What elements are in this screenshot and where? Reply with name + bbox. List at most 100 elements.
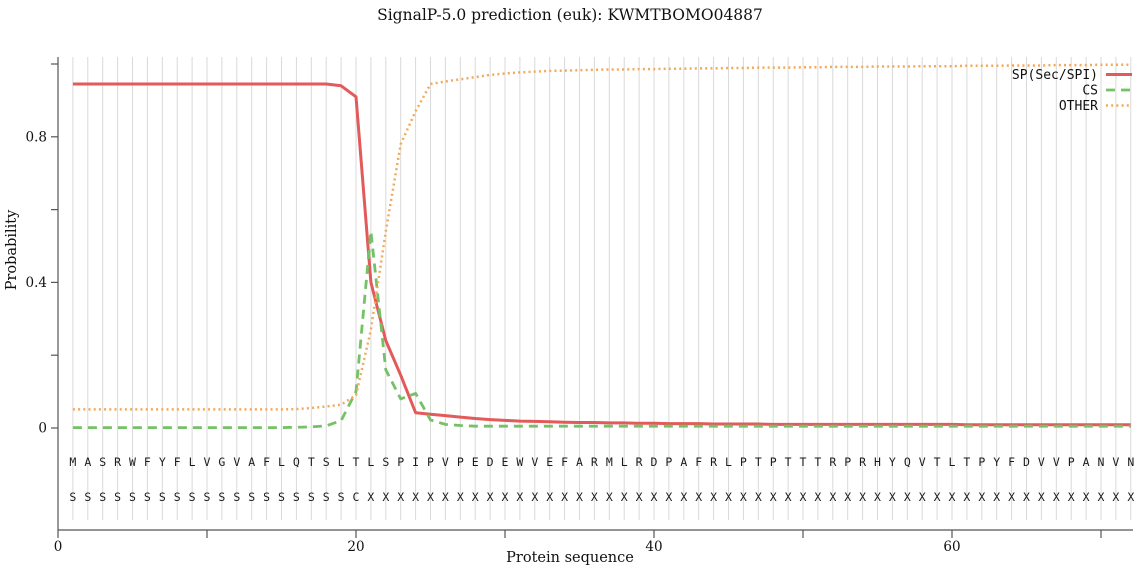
sequence-letter: D xyxy=(1023,455,1030,469)
sequence-letter: F xyxy=(561,455,568,469)
sequence-letter: N xyxy=(1127,455,1134,469)
annotation-letter: X xyxy=(919,490,926,504)
annotation-letter: S xyxy=(233,490,240,504)
annotation-letter: X xyxy=(770,490,777,504)
x-axis-label: Protein sequence xyxy=(506,550,634,566)
sequence-letter: A xyxy=(248,455,255,469)
sequence-letter: E xyxy=(546,455,553,469)
sequence-letter: E xyxy=(472,455,479,469)
sequence-letter: P xyxy=(770,455,777,469)
curve-layer xyxy=(72,63,1131,430)
annotation-letter: X xyxy=(472,490,479,504)
annotation-letter: X xyxy=(546,490,553,504)
annotation-letter: X xyxy=(978,490,985,504)
sequence-letter: L xyxy=(278,455,285,469)
annotation-letter: X xyxy=(1112,490,1119,504)
sp-sec-spi-line xyxy=(72,82,1131,427)
sequence-letter: Q xyxy=(904,455,911,469)
annotation-letter: X xyxy=(785,490,792,504)
sequence-letter: A xyxy=(576,455,583,469)
x-tick-label: 20 xyxy=(347,539,364,555)
annotation-letter: X xyxy=(576,490,583,504)
sequence-letter: L xyxy=(189,455,196,469)
annotation-letter: X xyxy=(502,490,509,504)
sequence-letter: F xyxy=(695,455,702,469)
annotation-letter: X xyxy=(516,490,523,504)
annotation-letter: S xyxy=(114,490,121,504)
sequence-letter: L xyxy=(621,455,628,469)
annotation-letter: X xyxy=(367,490,374,504)
gridline-layer xyxy=(72,57,1132,520)
annotation-letter: X xyxy=(606,490,613,504)
sequence-letter: V xyxy=(442,455,449,469)
annotation-letter: S xyxy=(174,490,181,504)
sequence-letter: G xyxy=(218,455,225,469)
annotation-letter: X xyxy=(1038,490,1045,504)
sequence-letter: T xyxy=(353,455,360,469)
sequence-letter: P xyxy=(665,455,672,469)
annotation-letter: X xyxy=(1008,490,1015,504)
sequence-letter: N xyxy=(1098,455,1105,469)
annotation-letter: X xyxy=(1098,490,1105,504)
cs-line xyxy=(72,229,1131,430)
annotation-letter: C xyxy=(353,490,360,504)
legend-label-other: OTHER xyxy=(1059,99,1098,114)
annotation-letter: X xyxy=(680,490,687,504)
sequence-letter: T xyxy=(755,455,762,469)
sequence-letter: W xyxy=(516,455,523,469)
sequence-letter: P xyxy=(457,455,464,469)
sequence-letter: Y xyxy=(993,455,1000,469)
y-axis-label: Probability xyxy=(4,209,20,290)
sequence-letter: A xyxy=(680,455,687,469)
annotation-letter: X xyxy=(829,490,836,504)
legend-label-cs: CS xyxy=(1082,84,1098,99)
annotation-letter: X xyxy=(844,490,851,504)
sequence-letter: A xyxy=(84,455,91,469)
annotation-letter: X xyxy=(427,490,434,504)
annotation-letter: X xyxy=(963,490,970,504)
sequence-letter: W xyxy=(129,455,136,469)
sequence-letter: P xyxy=(397,455,404,469)
annotation-letter: X xyxy=(651,490,658,504)
annotation-letter: X xyxy=(1083,490,1090,504)
annotation-letter: X xyxy=(710,490,717,504)
annotation-letter: X xyxy=(889,490,896,504)
sequence-letter: R xyxy=(859,455,866,469)
annotation-letter: X xyxy=(949,490,956,504)
annotation-letter: X xyxy=(814,490,821,504)
sequence-letter: I xyxy=(412,455,419,469)
sequence-letter: P xyxy=(844,455,851,469)
annotation-letter: X xyxy=(859,490,866,504)
annotation-letter: S xyxy=(278,490,285,504)
sequence-letter: T xyxy=(814,455,821,469)
sequence-letter: V xyxy=(233,455,240,469)
axis-layer: 0 0.4 0.8 0 20 40 60 xyxy=(26,57,1133,555)
sequence-letter: S xyxy=(99,455,106,469)
sequence-letter: F xyxy=(1008,455,1015,469)
annotation-letter: S xyxy=(323,490,330,504)
sequence-letter: Q xyxy=(293,455,300,469)
legend-label-sp: SP(Sec/SPI) xyxy=(1012,68,1098,83)
sequence-letter: A xyxy=(1083,455,1090,469)
annotation-letter: X xyxy=(1068,490,1075,504)
annotation-letter: X xyxy=(487,490,494,504)
annotation-letter: X xyxy=(695,490,702,504)
annotation-letter: X xyxy=(1053,490,1060,504)
sequence-letter: P xyxy=(978,455,985,469)
y-tick-label: 0 xyxy=(38,421,47,437)
annotation-letter: X xyxy=(725,490,732,504)
annotation-letter: S xyxy=(129,490,136,504)
sequence-letter: T xyxy=(308,455,315,469)
annotation-letter: X xyxy=(561,490,568,504)
sequence-letter: R xyxy=(114,455,121,469)
sequence-letter: L xyxy=(725,455,732,469)
sequence-letter: L xyxy=(338,455,345,469)
annotation-letter: S xyxy=(308,490,315,504)
sequence-letter: V xyxy=(1053,455,1060,469)
sequence-letter: R xyxy=(591,455,598,469)
annotation-letter: X xyxy=(1127,490,1134,504)
annotation-letter: X xyxy=(442,490,449,504)
annotation-letter: S xyxy=(144,490,151,504)
